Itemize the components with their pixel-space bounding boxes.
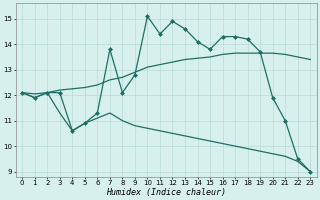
X-axis label: Humidex (Indice chaleur): Humidex (Indice chaleur) [106, 188, 226, 197]
